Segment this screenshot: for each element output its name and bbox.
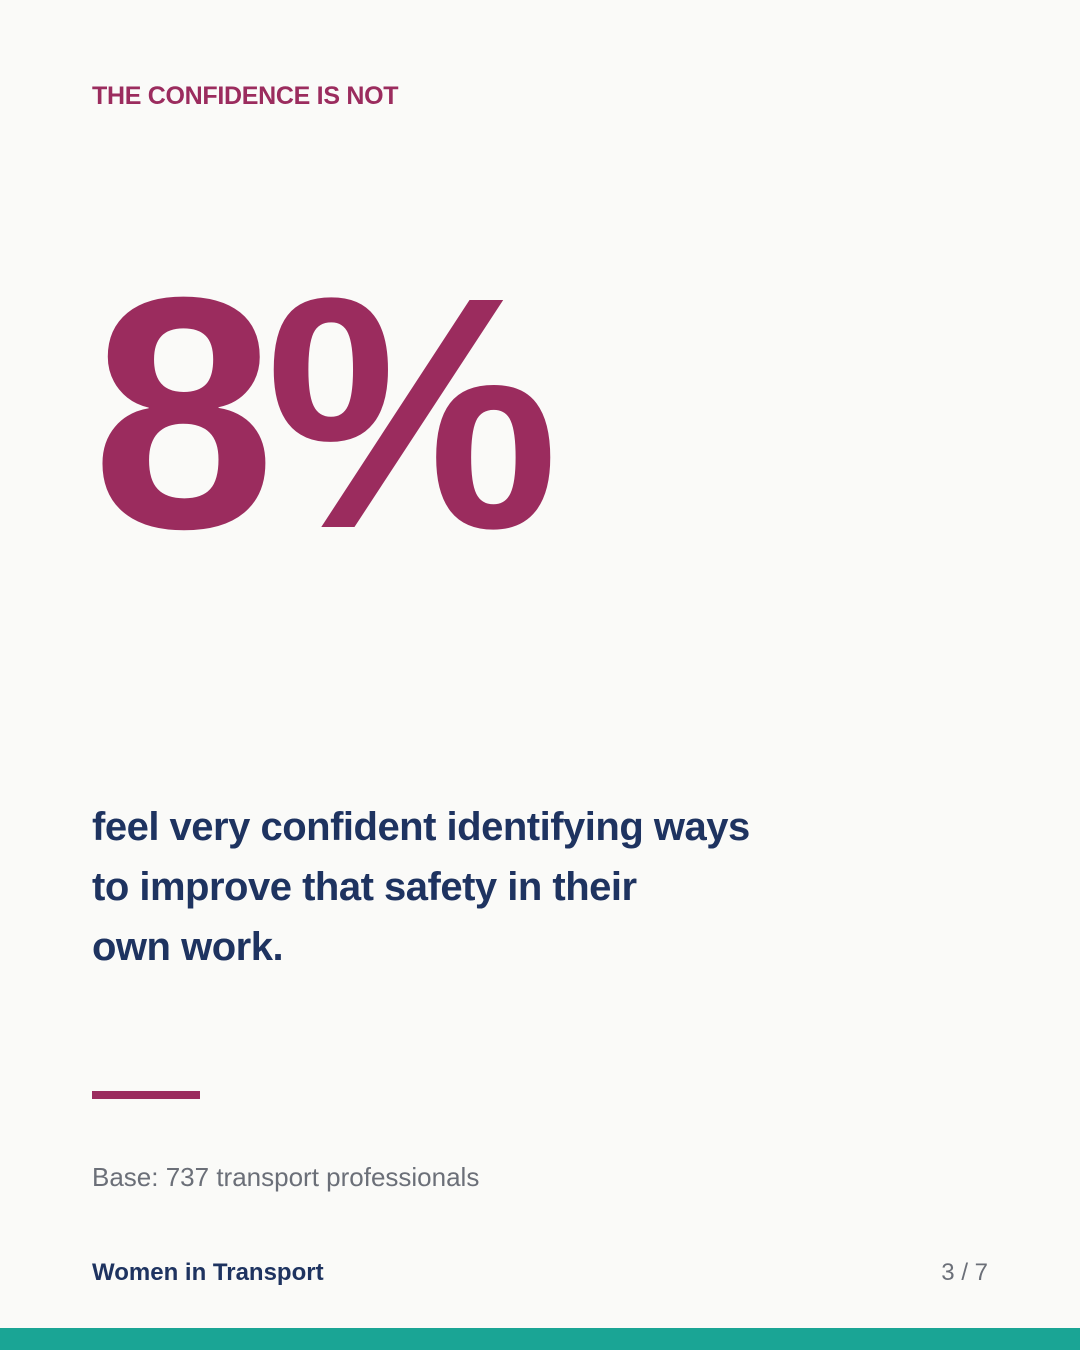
eyebrow: THE CONFIDENCE IS NOT bbox=[92, 82, 399, 110]
description-line: to improve that safety in their bbox=[92, 865, 637, 909]
brand: Women in Transport bbox=[92, 1259, 324, 1286]
description: feel very confident identifying ways to i… bbox=[92, 797, 750, 977]
base-note: Base: 737 transport professionals bbox=[92, 1162, 480, 1192]
footer-bar bbox=[0, 1328, 1080, 1350]
accent-rule bbox=[92, 1091, 200, 1099]
description-line: own work. bbox=[92, 925, 284, 969]
big-stat: 8% bbox=[92, 228, 559, 597]
page-indicator: 3 / 7 bbox=[941, 1259, 988, 1286]
description-line: feel very confident identifying ways bbox=[92, 805, 750, 849]
